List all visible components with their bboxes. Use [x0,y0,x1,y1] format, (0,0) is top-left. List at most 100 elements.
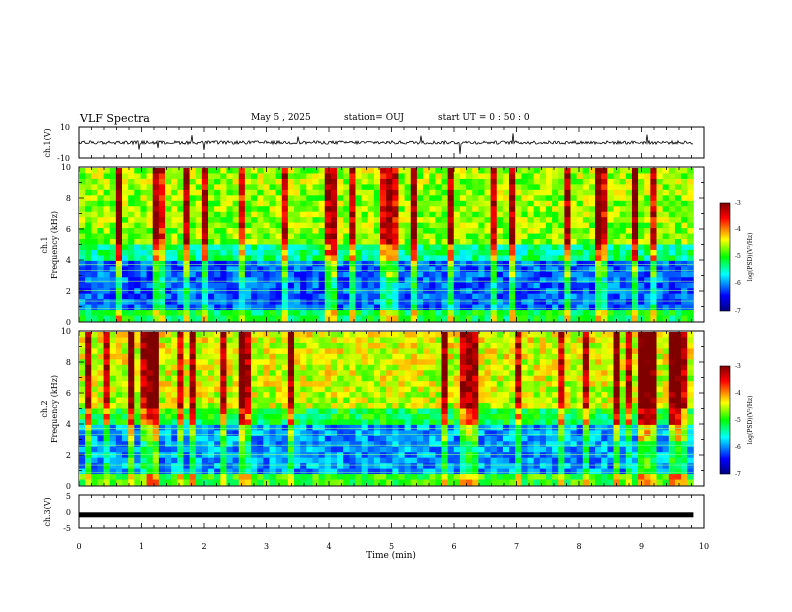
spectrogram-cell [484,178,492,185]
spectrogram-cell [300,342,307,349]
spectrogram-cell [214,315,221,322]
spectrogram-cell [140,468,147,475]
spectrogram-cell [337,206,344,213]
spectrogram-cell [103,370,111,377]
spectrogram-cell [140,364,147,371]
spectrogram-cell [355,293,363,300]
spectrogram-cell [361,228,369,234]
spectrogram-cell [97,277,104,284]
spectrogram-cell [668,184,676,191]
spectrogram-cell [650,266,657,273]
spectrogram-cell [527,375,535,382]
spectrogram-cell [398,260,406,267]
spectrogram-cell [244,195,252,202]
spectrogram-cell [601,173,608,180]
spectrogram-cell [459,173,467,180]
spectrogram-cell [281,233,289,240]
spectrogram-cell [373,222,381,229]
spectrogram-cell [294,233,301,240]
spectrogram-cell [533,441,541,448]
spectrogram-cell [251,189,258,196]
spectrogram-cell [429,375,436,382]
spectrogram-cell [275,299,283,305]
spectrogram-cell [232,244,240,251]
spectrogram-cell [306,266,313,273]
spectrogram-cell [601,255,608,262]
spectrogram-cell [576,184,584,191]
spectrogram-cell [152,381,160,388]
spectrogram-cell [189,342,197,349]
spectrogram-cell [545,260,553,267]
spectrogram-cell [103,168,111,174]
spectrogram-cell [416,239,424,245]
spectrogram-cell [423,211,430,218]
spectrogram-cell [189,200,197,207]
spectrogram-cell [177,233,184,240]
spectrogram-cell [251,217,258,224]
spectrogram-cell [509,189,516,196]
spectrogram-cell [85,403,92,409]
spectrogram-cell [312,479,319,486]
spectrogram-cell [484,375,492,382]
spectrogram-cell [97,304,104,311]
spectrogram-cell [595,184,602,191]
spectrogram-cell [674,233,682,240]
spectrogram-cell [79,457,86,464]
spectrogram-cell [324,332,332,338]
spectrogram-cell [85,370,92,377]
spectrogram-cell [134,332,141,338]
spectrogram-cell [564,249,571,256]
spectrogram-cell [312,282,319,289]
spectrogram-cell [91,353,98,360]
spectrogram-cell [91,381,98,388]
spectrogram-cell [115,271,123,278]
spectrogram-cell [115,413,123,420]
spectrogram-cell [539,446,547,453]
spectrogram-cell [171,277,178,284]
spectrogram-cell [152,239,160,245]
spectrogram-cell [509,474,516,480]
spectrogram-cell [404,375,412,382]
spectrogram-cell [146,332,154,338]
spectrogram-cell [103,479,111,486]
spectrogram-cell [183,430,190,437]
spectrogram-cell [306,310,313,316]
spectrogram-cell [343,424,350,431]
spectrogram-cell [287,217,295,224]
spectrogram-cell [373,474,381,480]
spectrogram-cell [367,430,375,437]
spectrogram-cell [441,479,449,486]
spectrogram-cell [128,168,135,174]
spectrogram-cell [128,189,135,196]
spectrogram-cell [601,277,608,284]
spectrogram-cell [330,332,338,338]
spectrogram-cell [367,184,375,191]
spectrogram-cell [490,178,498,185]
spectrogram-cell [416,244,424,251]
spectrogram-cell [545,217,553,224]
spectrogram-cell [146,266,154,273]
spectrogram-cell [435,332,442,338]
spectrogram-cell [134,255,141,262]
spectrogram-cell [269,348,276,355]
spectrogram-cell [275,348,283,355]
spectrogram-cell [490,244,498,251]
spectrogram-cell [208,249,215,256]
spectrogram-cell [416,457,424,464]
spectrogram-cell [380,441,387,448]
spectrogram-cell [582,244,590,251]
spectrogram-cell [478,200,485,207]
spectrogram-cell [441,424,449,431]
spectrogram-cell [294,413,301,420]
spectrogram-cell [472,282,479,289]
spectrogram-cell [638,184,645,191]
spectrogram-cell [275,370,283,377]
spectrogram-cell [423,271,430,278]
spectrogram-cell [251,424,258,431]
spectrogram-cell [208,228,215,234]
spectrogram-cell [404,337,412,344]
spectrogram-cell [281,189,289,196]
spectrogram-cell [171,244,178,251]
spectrogram-cell [582,260,590,267]
spectrogram-cell [232,381,240,388]
